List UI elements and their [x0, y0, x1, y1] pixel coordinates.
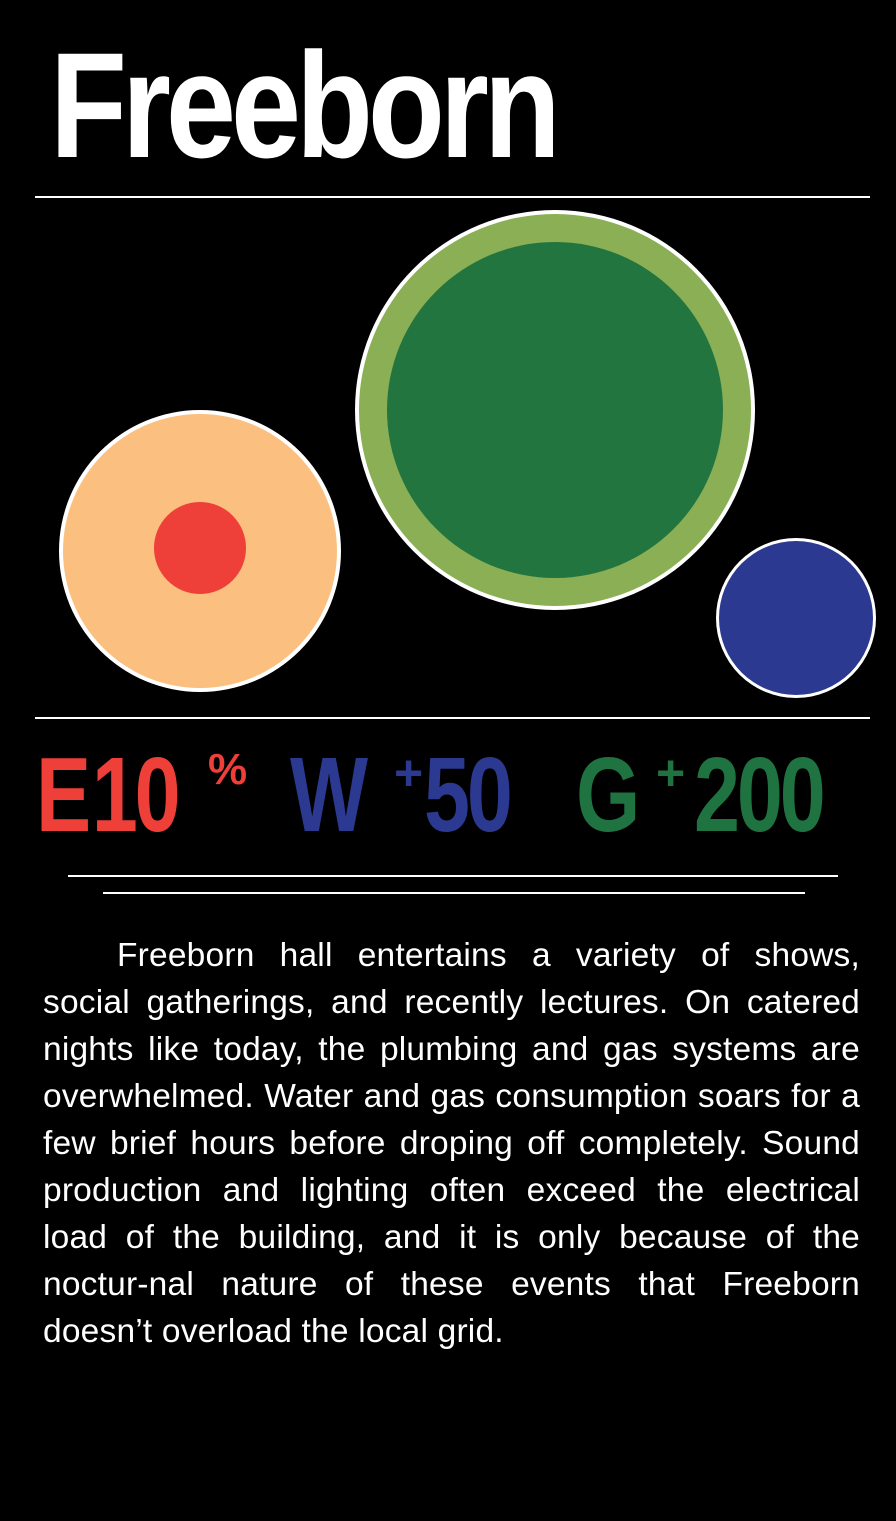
- description-paragraph: Freeborn hall entertains a variety of sh…: [43, 937, 860, 1350]
- divider-top: [35, 196, 870, 198]
- resource-circles-diagram: [59, 210, 876, 698]
- electric-circle: [59, 410, 341, 692]
- gas-circle: [355, 210, 755, 610]
- gas-sign: +: [656, 745, 686, 801]
- electric-unit: %: [208, 745, 247, 794]
- gas-value: 200: [694, 736, 826, 854]
- water-stat: W + 50: [290, 742, 513, 848]
- gas-letter: G: [576, 736, 640, 854]
- water-value: 50: [424, 736, 513, 854]
- gas-stat: G + 200: [576, 742, 826, 848]
- stats-row: E 10 % W + 50 G + 200: [36, 742, 876, 852]
- electric-circle-core: [154, 502, 246, 594]
- electric-stat: E 10 %: [36, 742, 247, 848]
- water-circle: [716, 538, 876, 698]
- water-letter: W: [290, 736, 368, 854]
- divider-middle: [35, 717, 870, 719]
- water-sign: +: [394, 745, 424, 801]
- water-circle-core: [719, 541, 873, 695]
- page-title: Freeborn: [50, 21, 561, 189]
- electric-letter: E: [36, 736, 91, 854]
- divider-lower-2: [103, 892, 805, 894]
- divider-lower-1: [68, 875, 838, 877]
- gas-circle-core: [387, 242, 723, 578]
- electric-value: 10: [91, 736, 181, 854]
